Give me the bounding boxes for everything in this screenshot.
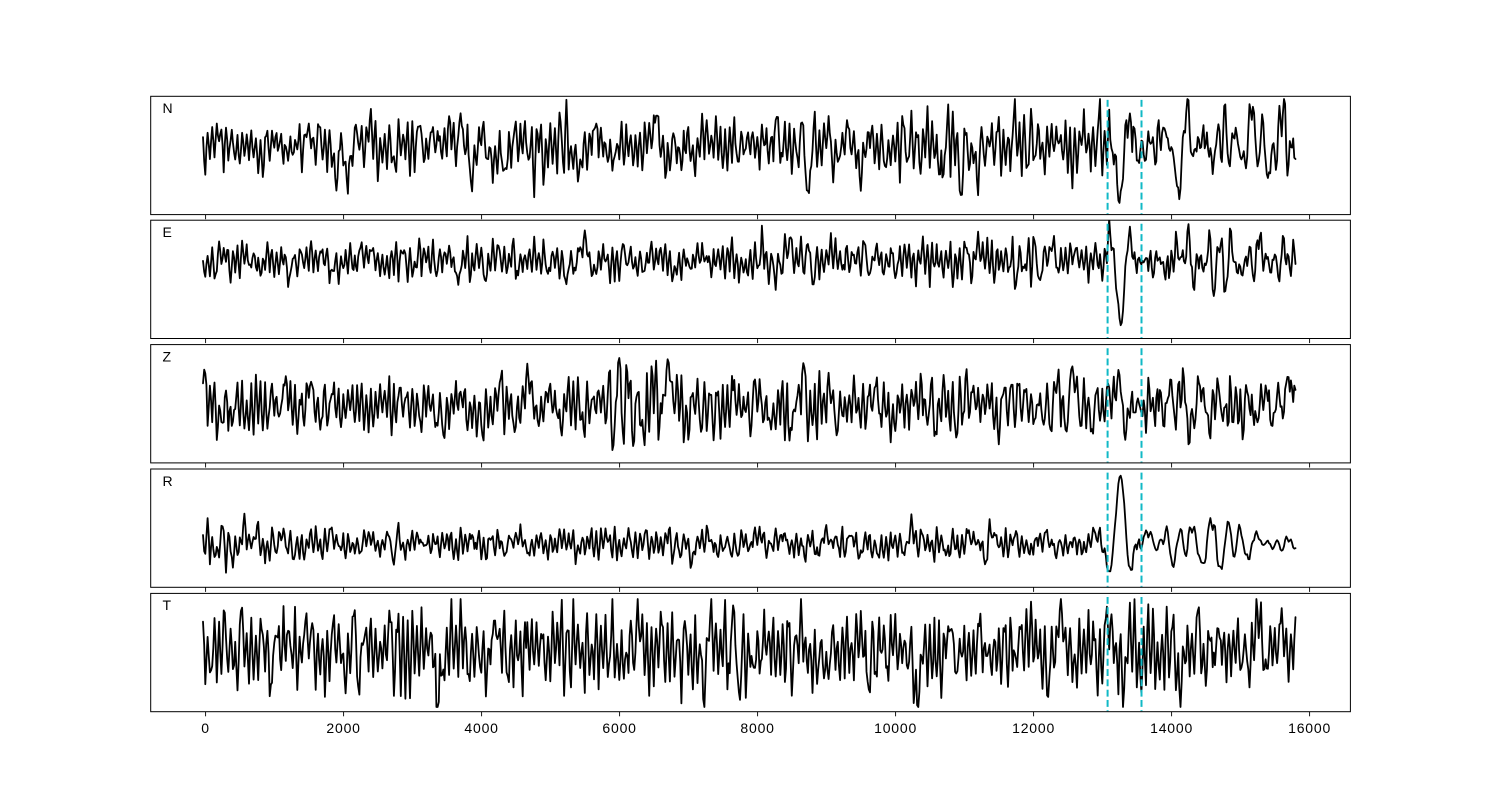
svg-text:6000: 6000 bbox=[602, 720, 636, 736]
svg-text:8000: 8000 bbox=[740, 720, 774, 736]
svg-text:12000: 12000 bbox=[1012, 720, 1055, 736]
svg-text:2000: 2000 bbox=[326, 720, 360, 736]
svg-text:4000: 4000 bbox=[464, 720, 498, 736]
svg-text:14000: 14000 bbox=[1150, 720, 1193, 736]
svg-text:Z: Z bbox=[163, 348, 172, 364]
svg-text:T: T bbox=[163, 597, 172, 613]
svg-text:R: R bbox=[163, 473, 173, 489]
svg-text:0: 0 bbox=[201, 720, 210, 736]
svg-text:10000: 10000 bbox=[874, 720, 917, 736]
svg-text:N: N bbox=[163, 100, 173, 116]
svg-text:16000: 16000 bbox=[1288, 720, 1331, 736]
svg-text:E: E bbox=[163, 224, 172, 240]
